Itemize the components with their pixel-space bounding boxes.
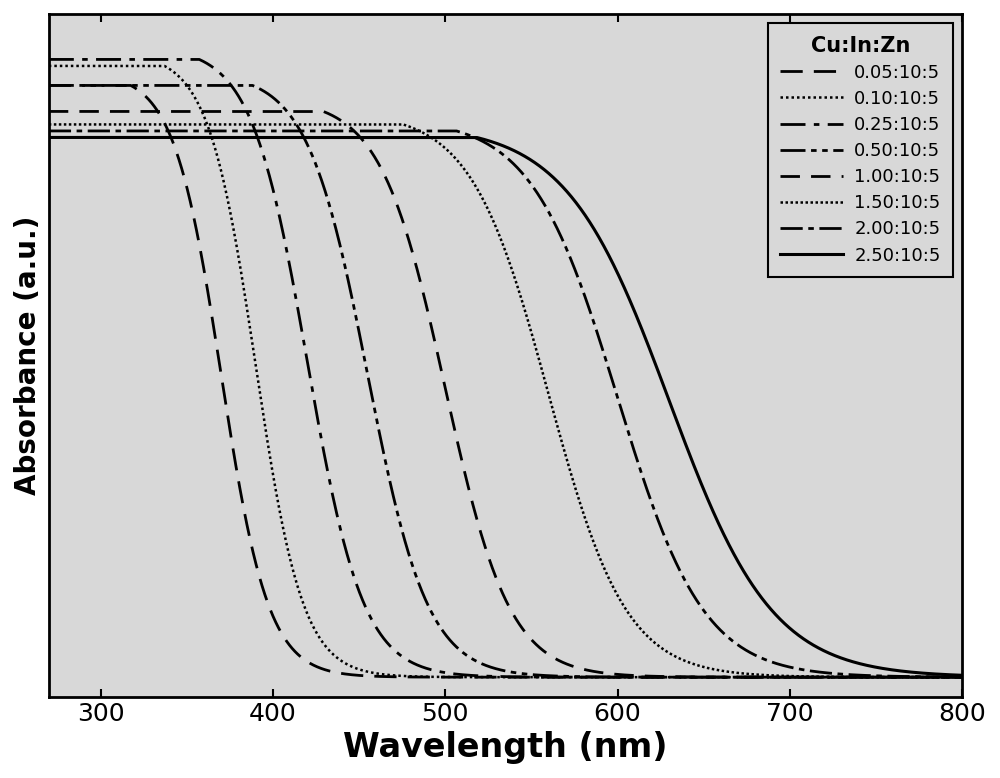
0.05:10:5 <box>147 100 159 110</box>
1.00:10:5 <box>956 672 968 682</box>
0.10:10:5 <box>43 61 55 71</box>
1.50:10:5 <box>43 120 55 129</box>
2.00:10:5 <box>956 672 968 682</box>
0.10:10:5 <box>840 672 852 682</box>
0.10:10:5 <box>938 672 950 682</box>
2.00:10:5 <box>147 126 159 135</box>
0.25:10:5 <box>393 650 405 659</box>
2.00:10:5 <box>938 672 950 682</box>
1.00:10:5 <box>840 672 852 682</box>
0.50:10:5 <box>201 81 213 90</box>
Line: 0.50:10:5: 0.50:10:5 <box>49 86 962 677</box>
0.25:10:5 <box>147 54 159 64</box>
2.50:10:5 <box>938 670 950 679</box>
2.00:10:5 <box>393 126 405 135</box>
2.50:10:5 <box>433 133 445 142</box>
Y-axis label: Absorbance (a.u.): Absorbance (a.u.) <box>14 216 42 495</box>
0.50:10:5 <box>840 672 852 682</box>
0.50:10:5 <box>43 81 55 90</box>
Line: 0.10:10:5: 0.10:10:5 <box>49 66 962 677</box>
1.50:10:5 <box>433 138 445 148</box>
2.50:10:5 <box>393 133 405 142</box>
0.25:10:5 <box>956 672 968 682</box>
1.00:10:5 <box>43 107 55 116</box>
0.25:10:5 <box>840 672 852 682</box>
1.50:10:5 <box>201 120 213 129</box>
2.50:10:5 <box>43 133 55 142</box>
Line: 2.50:10:5: 2.50:10:5 <box>49 138 962 675</box>
0.25:10:5 <box>938 672 950 682</box>
2.50:10:5 <box>147 133 159 142</box>
1.00:10:5 <box>433 354 445 363</box>
Line: 0.25:10:5: 0.25:10:5 <box>49 59 962 677</box>
2.00:10:5 <box>201 126 213 135</box>
Line: 1.00:10:5: 1.00:10:5 <box>49 111 962 677</box>
0.05:10:5 <box>433 672 445 682</box>
1.50:10:5 <box>840 672 852 682</box>
0.10:10:5 <box>147 61 159 71</box>
0.05:10:5 <box>201 283 213 293</box>
0.05:10:5 <box>43 81 55 90</box>
2.00:10:5 <box>433 126 445 135</box>
0.10:10:5 <box>201 120 213 129</box>
0.50:10:5 <box>433 620 445 629</box>
1.00:10:5 <box>938 672 950 682</box>
1.00:10:5 <box>201 107 213 116</box>
2.00:10:5 <box>840 670 852 679</box>
1.50:10:5 <box>938 672 950 682</box>
X-axis label: Wavelength (nm): Wavelength (nm) <box>343 731 668 764</box>
0.10:10:5 <box>433 672 445 682</box>
0.05:10:5 <box>956 672 968 682</box>
Legend: 0.05:10:5, 0.10:10:5, 0.25:10:5, 0.50:10:5, 1.00:10:5, 1.50:10:5, 2.00:10:5, 2.5: 0.05:10:5, 0.10:10:5, 0.25:10:5, 0.50:10… <box>768 23 953 277</box>
1.50:10:5 <box>956 672 968 682</box>
Line: 0.05:10:5: 0.05:10:5 <box>49 86 962 677</box>
1.50:10:5 <box>393 120 405 129</box>
0.10:10:5 <box>393 671 405 681</box>
2.50:10:5 <box>956 671 968 680</box>
0.50:10:5 <box>956 672 968 682</box>
1.50:10:5 <box>147 120 159 129</box>
1.00:10:5 <box>393 205 405 215</box>
1.00:10:5 <box>147 107 159 116</box>
2.50:10:5 <box>840 655 852 664</box>
0.05:10:5 <box>393 672 405 682</box>
Line: 1.50:10:5: 1.50:10:5 <box>49 124 962 677</box>
0.10:10:5 <box>956 672 968 682</box>
0.50:10:5 <box>393 515 405 524</box>
0.25:10:5 <box>201 59 213 68</box>
2.50:10:5 <box>201 133 213 142</box>
Line: 2.00:10:5: 2.00:10:5 <box>49 131 962 677</box>
0.05:10:5 <box>840 672 852 682</box>
0.50:10:5 <box>938 672 950 682</box>
0.25:10:5 <box>43 54 55 64</box>
0.50:10:5 <box>147 81 159 90</box>
0.25:10:5 <box>433 667 445 676</box>
0.05:10:5 <box>938 672 950 682</box>
2.00:10:5 <box>43 126 55 135</box>
